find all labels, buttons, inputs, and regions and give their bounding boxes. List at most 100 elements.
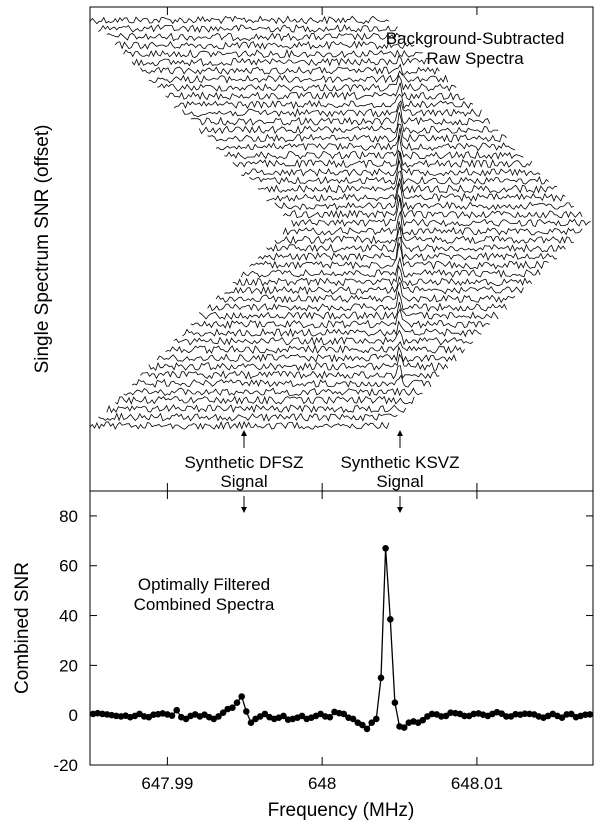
raw-spectrum-trace xyxy=(232,149,533,169)
top-ylabel: Single Spectrum SNR (offset) xyxy=(32,125,53,374)
x-tick-label: 647.99 xyxy=(141,774,193,793)
data-point xyxy=(243,708,250,715)
data-point xyxy=(215,713,222,720)
dfsz-down-arrow-head xyxy=(241,507,247,513)
raw-spectrum-trace xyxy=(291,197,591,228)
raw-spectrum-trace xyxy=(148,353,449,372)
data-point xyxy=(387,616,394,623)
data-point xyxy=(298,712,306,720)
y-tick-label: 60 xyxy=(59,557,78,576)
raw-spectrum-trace xyxy=(215,281,516,304)
raw-spectrum-trace xyxy=(224,275,524,296)
raw-spectrum-trace xyxy=(131,374,432,388)
raw-spectrum-trace xyxy=(257,170,558,194)
y-tick-label: 40 xyxy=(59,607,78,626)
raw-spectrum-trace xyxy=(241,151,541,177)
data-point xyxy=(503,713,510,720)
raw-spectrum-trace xyxy=(148,70,449,84)
raw-spectrum-trace xyxy=(173,329,474,346)
data-point xyxy=(261,710,269,718)
raw-spectrum-trace xyxy=(266,177,566,203)
data-point xyxy=(326,713,334,721)
raw-spectrum-trace xyxy=(266,226,566,253)
ksvz-down-arrow-head xyxy=(397,507,403,513)
raw-spectrum-trace xyxy=(156,345,457,363)
combined-snr-points xyxy=(89,545,594,733)
raw-spectrum-trace xyxy=(140,63,440,76)
y-axis-ticks: -20 0 20 40 60 80 xyxy=(53,507,593,775)
y-tick-label: 0 xyxy=(69,706,78,725)
raw-spectra-title-line1: Background-Subtracted xyxy=(386,29,565,48)
data-point xyxy=(442,712,450,720)
raw-spectrum-trace xyxy=(165,82,465,101)
raw-spectrum-trace xyxy=(249,242,549,270)
x-tick-label: 648.01 xyxy=(451,774,503,793)
raw-spectra-title-line2: Raw Spectra xyxy=(426,49,524,68)
ksvz-label-line1: Synthetic KSVZ xyxy=(340,453,459,472)
raw-spectrum-trace xyxy=(114,40,415,50)
raw-spectrum-trace xyxy=(89,420,390,430)
data-point xyxy=(168,712,176,719)
raw-spectrum-trace xyxy=(157,74,457,93)
raw-spectrum-trace xyxy=(98,412,398,422)
raw-spectrum-trace xyxy=(274,182,574,211)
x-axis-label: Frequency (MHz) xyxy=(268,800,415,821)
data-point xyxy=(340,710,348,718)
data-point xyxy=(229,704,236,711)
combined-title-line1: Optimally Filtered xyxy=(138,575,270,594)
raw-spectrum-trace xyxy=(190,102,491,126)
raw-spectrum-trace xyxy=(114,395,415,405)
data-point xyxy=(568,710,575,718)
y-tick-label: 20 xyxy=(59,656,78,675)
raw-spectrum-trace xyxy=(282,193,583,219)
dfsz-label-line2: Signal xyxy=(220,472,267,491)
raw-spectrum-trace xyxy=(207,123,507,143)
bottom-ylabel: Combined SNR xyxy=(12,562,33,694)
x-axis-ticks: 647.99 648 648.01 xyxy=(141,7,503,793)
raw-spectrum-trace xyxy=(89,15,390,25)
data-point xyxy=(233,699,241,706)
bottom-panel: -20 0 20 40 60 80 647.99 648 648.01 Combined SN… xyxy=(12,7,594,821)
data-point xyxy=(391,699,399,706)
data-point xyxy=(280,712,287,720)
data-point xyxy=(349,715,357,723)
data-point xyxy=(238,693,245,700)
raw-spectrum-trace xyxy=(224,134,524,160)
raw-spectrum-trace xyxy=(190,308,490,330)
ksvz-up-arrow-head xyxy=(397,430,403,436)
data-point xyxy=(586,711,594,718)
data-point xyxy=(373,715,380,723)
data-point xyxy=(247,719,255,726)
raw-spectrum-trace xyxy=(274,221,574,245)
data-point xyxy=(363,725,371,733)
raw-spectrum-trace xyxy=(123,48,423,59)
data-point xyxy=(219,709,227,716)
dfsz-up-arrow-head xyxy=(241,430,247,436)
raw-spectrum-trace xyxy=(98,23,398,34)
data-point xyxy=(461,712,468,720)
raw-spectrum-trace xyxy=(123,387,423,397)
data-point xyxy=(558,714,566,721)
raw-spectrum-trace xyxy=(182,100,482,118)
data-point xyxy=(382,545,389,552)
ksvz-label-line2: Signal xyxy=(376,472,423,491)
y-tick-label: 80 xyxy=(59,507,78,526)
raw-spectrum-trace xyxy=(182,320,482,338)
data-point xyxy=(173,706,180,714)
raw-spectrum-trace xyxy=(198,112,499,135)
data-point xyxy=(359,721,366,729)
data-point xyxy=(419,716,427,724)
data-point xyxy=(368,719,376,726)
x-tick-label: 648 xyxy=(308,774,336,793)
raw-spectrum-trace xyxy=(198,301,499,320)
data-point xyxy=(377,674,385,682)
raw-spectrum-trace xyxy=(173,93,474,110)
raw-spectrum-trace xyxy=(106,404,407,414)
raw-spectrum-trace xyxy=(106,32,406,42)
raw-spectrum-trace xyxy=(240,256,541,279)
raw-spectrum-trace xyxy=(207,290,507,312)
top-panel: Single Spectrum SNR (offset) Background-… xyxy=(32,6,594,492)
raw-spectra-stack xyxy=(89,15,591,430)
raw-spectrum-trace xyxy=(165,340,465,355)
